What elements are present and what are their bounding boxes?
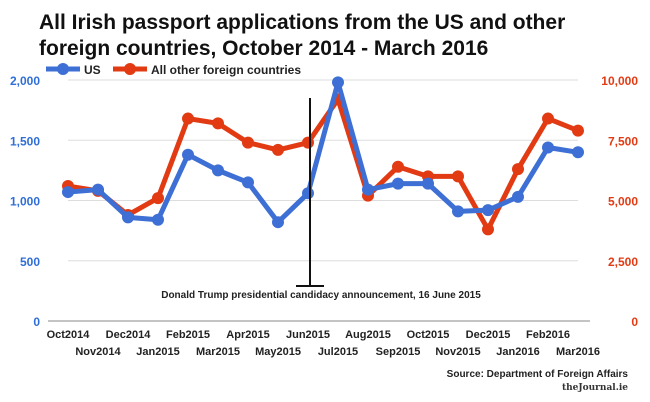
annotation: Donald Trump presidential candidacy anno… — [161, 98, 481, 301]
us-data-point — [452, 205, 464, 218]
us-data-point — [92, 183, 104, 196]
x-axis-tick-label: Aug2015 — [345, 329, 391, 341]
x-axis-tick-label: Oct2014 — [47, 329, 91, 341]
left-y-axis: 0 500 1,000 1,500 2,000 — [10, 74, 40, 329]
series — [62, 76, 584, 236]
legend-us-label: US — [84, 63, 101, 77]
us-data-point — [572, 146, 584, 159]
other-data-point — [512, 163, 524, 176]
us-data-point — [62, 186, 74, 199]
us-data-point — [482, 204, 494, 217]
source-note: Source: Department of Foreign Affairs — [446, 369, 628, 380]
x-axis-tick-label: Dec2014 — [106, 329, 152, 341]
us-data-point — [212, 164, 224, 177]
x-axis-tick-label: Feb2015 — [166, 329, 210, 341]
us-data-point — [182, 148, 194, 161]
left-axis-tick-label: 0 — [33, 315, 40, 329]
other-data-point — [182, 112, 194, 125]
us-data-point — [422, 177, 434, 190]
x-axis-tick-label: Apr2015 — [226, 329, 269, 341]
x-axis-tick-label: May2015 — [255, 346, 301, 358]
legend-us-marker — [57, 63, 69, 75]
x-axis-tick-label: Jun2015 — [286, 329, 330, 341]
chart-title-line-1: All Irish passport applications from the… — [39, 11, 566, 34]
other-data-point — [572, 124, 584, 137]
us-data-point — [242, 176, 254, 189]
other-series-line — [65, 96, 581, 232]
other-data-point — [212, 117, 224, 130]
publisher-credit: theJournal.ie — [561, 383, 628, 393]
x-axis-tick-label: Sep2015 — [376, 346, 421, 358]
us-data-point — [542, 141, 554, 154]
x-axis-tick-label: Nov2014 — [75, 346, 121, 358]
other-data-point — [392, 160, 404, 173]
right-axis-tick-label: 10,000 — [601, 74, 638, 88]
x-axis-tick-label: Jul2015 — [318, 346, 358, 358]
right-y-axis: 0 2,500 5,000 7,500 10,000 — [601, 74, 638, 329]
other-data-point — [242, 136, 254, 149]
legend-other-marker — [124, 63, 136, 75]
x-axis-tick-label: Feb2016 — [526, 329, 570, 341]
us-data-point — [122, 211, 134, 224]
legend-other-label: All other foreign countries — [151, 63, 301, 77]
us-data-point — [512, 190, 524, 203]
us-data-point — [152, 213, 164, 226]
us-data-point — [272, 216, 284, 229]
left-axis-tick-label: 1,500 — [10, 134, 40, 148]
x-axis-tick-label: Jan2016 — [496, 346, 539, 358]
left-axis-tick-label: 2,000 — [10, 74, 40, 88]
chart-title-line-2: foreign countries, October 2014 - March … — [39, 37, 489, 60]
other-data-point — [482, 223, 494, 236]
x-axis-tick-label: Oct2015 — [407, 329, 450, 341]
annotation-label: Donald Trump presidential candidacy anno… — [161, 290, 481, 301]
right-axis-tick-label: 0 — [631, 315, 638, 329]
other-data-point — [272, 143, 284, 156]
left-axis-tick-label: 1,000 — [10, 195, 40, 209]
x-axis-tick-label: Jan2015 — [136, 346, 179, 358]
x-axis: Oct2014 Nov2014 Dec2014 Jan2015 Feb2015 Mar20… — [47, 320, 600, 358]
x-axis-tick-label: Mar2015 — [196, 346, 240, 358]
x-axis-tick-label: Nov2015 — [435, 346, 480, 358]
chart-title: All Irish passport applications from the… — [39, 10, 639, 62]
x-axis-tick-label: Mar2016 — [556, 346, 600, 358]
us-data-point — [392, 177, 404, 190]
us-data-point — [302, 187, 314, 200]
grid-lines — [68, 79, 578, 262]
other-data-point — [452, 170, 464, 183]
right-axis-tick-label: 2,500 — [608, 255, 638, 269]
right-axis-tick-label: 7,500 — [608, 134, 638, 148]
other-data-point — [152, 192, 164, 205]
x-axis-tick-label: Dec2015 — [466, 329, 511, 341]
us-data-point — [362, 183, 374, 196]
other-data-point — [302, 136, 314, 149]
left-axis-tick-label: 500 — [20, 255, 40, 269]
legend: US All other foreign countries — [46, 63, 301, 77]
us-data-point — [332, 76, 344, 89]
right-axis-tick-label: 5,000 — [608, 195, 638, 209]
other-data-point — [542, 112, 554, 125]
